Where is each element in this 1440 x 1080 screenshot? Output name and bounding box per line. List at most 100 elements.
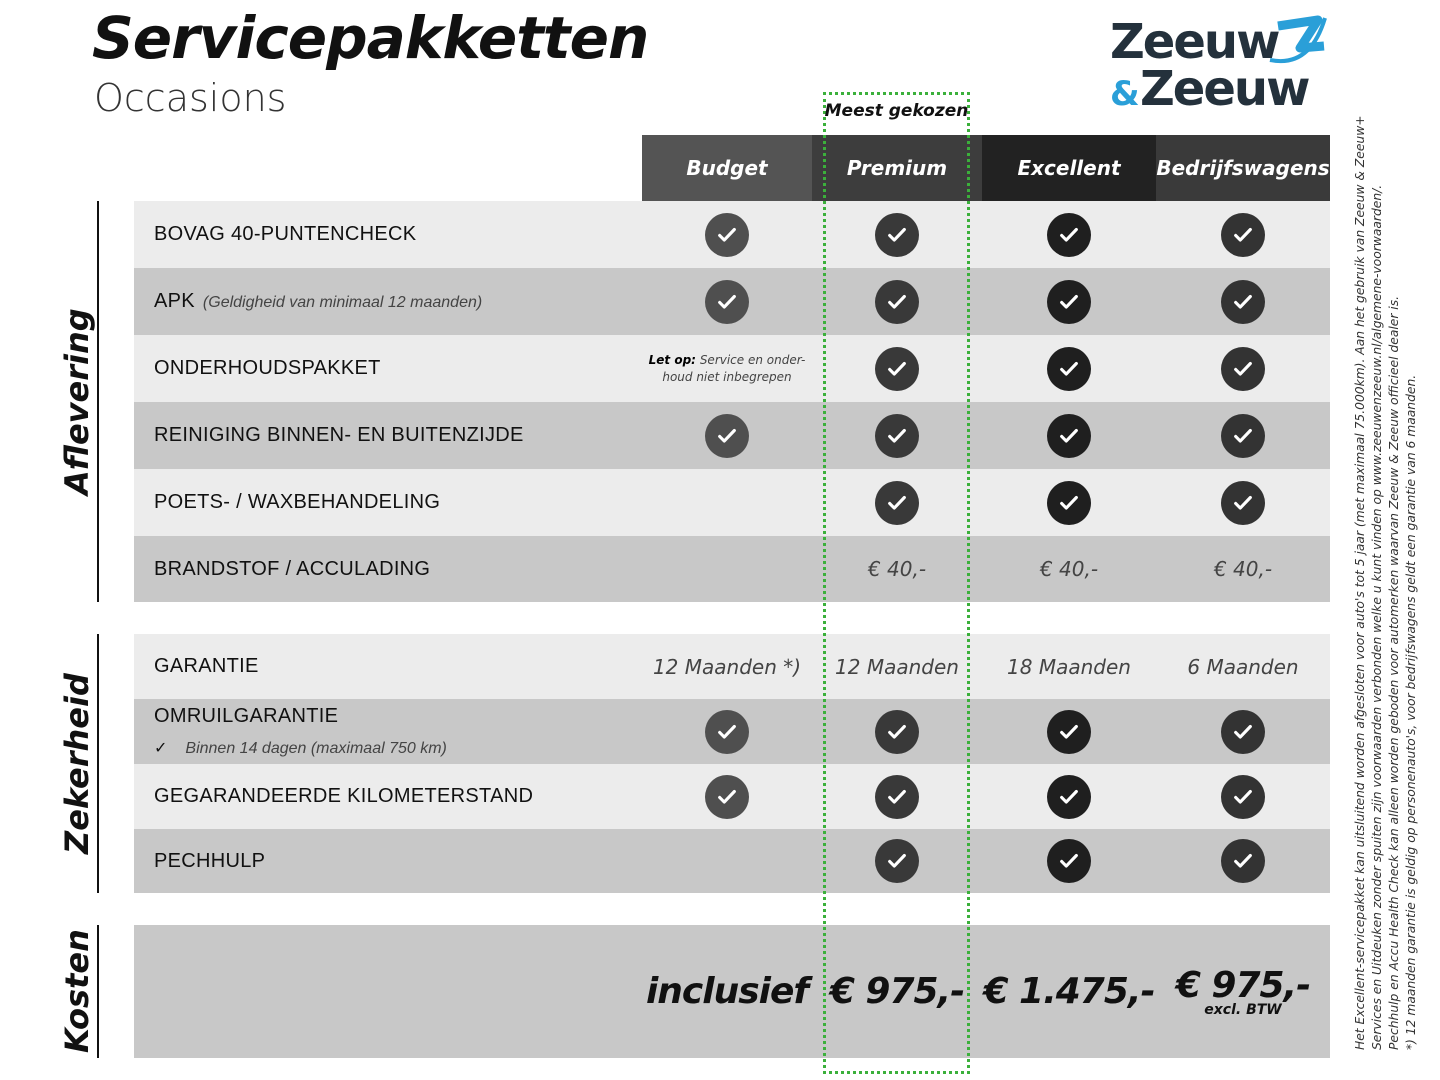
check-icon (875, 480, 919, 525)
cell-bedrijfswagens (1156, 268, 1330, 335)
cell-value: € 40,- (1039, 557, 1099, 581)
row-label-text: BRANDSTOF / ACCULADING (154, 557, 431, 580)
budget-note: Let op: Service en onder-houd niet inbeg… (642, 352, 812, 386)
cell-budget: Let op: Service en onder-houd niet inbeg… (642, 335, 812, 402)
check-icon (1047, 212, 1091, 257)
page-title: Servicepakketten (92, 4, 649, 72)
cell-budget (642, 268, 812, 335)
column-header-excellent: Excellent (982, 135, 1156, 201)
cell-budget (642, 402, 812, 469)
cell-budget (642, 699, 812, 764)
section-divider (97, 201, 99, 602)
cell-excellent (982, 201, 1156, 268)
row-label-text: OMRUILGARANTIE (154, 705, 339, 727)
price-bedrijfswagens: € 975,- excl. BTW (1156, 925, 1330, 1058)
cell-bedrijfswagens (1156, 469, 1330, 536)
cell-premium (812, 699, 982, 764)
check-icon (1047, 480, 1091, 525)
cell-value: € 40,- (1213, 557, 1273, 581)
check-icon (705, 413, 749, 458)
table-row: GARANTIE 12 Maanden *) 12 Maanden 18 Maande… (134, 634, 1330, 699)
row-label: BOVAG 40-PUNTENCHECK (134, 223, 642, 246)
check-icon (705, 774, 749, 819)
cell-bedrijfswagens (1156, 699, 1330, 764)
svg-text:Zeeuw: Zeeuw (1140, 61, 1309, 113)
cell-value: 12 Maanden (835, 654, 959, 679)
row-label: BRANDSTOF / ACCULADING (134, 558, 642, 581)
row-label-text: GEGARANDEERDE KILOMETERSTAND (154, 785, 534, 807)
cell-budget (642, 764, 812, 829)
cell-premium (812, 402, 982, 469)
row-label-text: BOVAG 40-PUNTENCHECK (154, 223, 417, 245)
check-icon (1047, 839, 1091, 883)
check-icon (875, 413, 919, 458)
check-icon (1047, 774, 1091, 819)
cell-premium: 12 Maanden (812, 634, 982, 699)
check-icon (1047, 279, 1091, 324)
cell-bedrijfswagens (1156, 829, 1330, 893)
price-budget: inclusief (645, 971, 809, 1012)
cell-bedrijfswagens: € 40,- (1156, 536, 1330, 602)
check-icon (1221, 839, 1265, 883)
cell-premium (812, 764, 982, 829)
price-premium: € 975,- (829, 971, 965, 1012)
row-note: (Geldigheid van minimaal 12 maanden) (202, 294, 483, 311)
cell-bedrijfswagens: 6 Maanden (1156, 634, 1330, 699)
cell-excellent (982, 335, 1156, 402)
check-icon (1221, 346, 1265, 391)
section-divider (97, 925, 99, 1058)
table-row: ONDERHOUDSPAKKET Let op: Service en onder… (134, 335, 1330, 402)
table-row: POETS- / WAXBEHANDELING (134, 469, 1330, 536)
footnotes: Het Excellent-servicepakket kan uitsluit… (1352, 115, 1420, 1050)
cell-excellent: 18 Maanden (982, 634, 1156, 699)
check-icon (1047, 346, 1091, 391)
check-icon (875, 279, 919, 324)
cell-value: € 40,- (867, 557, 927, 581)
cell-budget (642, 201, 812, 268)
price-excellent: € 1.475,- (983, 971, 1155, 1012)
page-subtitle: Occasions (94, 76, 287, 120)
footnote: Services en Uitdeuken zonder spuiten zij… (1370, 184, 1384, 1050)
table-row: PECHHULP (134, 829, 1330, 893)
row-label: REINIGING BINNEN- EN BUITENZIJDE (134, 424, 642, 447)
svg-text:Zeeuw: Zeeuw (1110, 14, 1279, 70)
cell-premium (812, 268, 982, 335)
cell-premium (812, 335, 982, 402)
cell-bedrijfswagens (1156, 335, 1330, 402)
cell-excellent (982, 469, 1156, 536)
check-icon (1047, 709, 1091, 754)
row-label: APK (Geldigheid van minimaal 12 maanden) (134, 290, 642, 313)
row-label-text: POETS- / WAXBEHANDELING (154, 491, 441, 513)
cell-budget (642, 829, 812, 893)
check-icon (875, 212, 919, 257)
cell-excellent (982, 402, 1156, 469)
check-icon (875, 839, 919, 883)
footnote: Het Excellent-servicepakket kan uitsluit… (1353, 115, 1367, 1050)
row-sub-text: Binnen 14 dagen (maximaal 750 km) (185, 740, 447, 757)
check-icon (1221, 212, 1265, 257)
cell-bedrijfswagens (1156, 402, 1330, 469)
table-row: BOVAG 40-PUNTENCHECK (134, 201, 1330, 268)
row-label-text: REINIGING BINNEN- EN BUITENZIJDE (154, 424, 524, 446)
row-label: ONDERHOUDSPAKKET (134, 357, 642, 380)
cell-premium (812, 469, 982, 536)
check-icon (1221, 709, 1265, 754)
price-value: € 975,- (1175, 965, 1311, 1006)
cell-premium: € 40,- (812, 536, 982, 602)
cell-excellent (982, 699, 1156, 764)
row-label-text: PECHHULP (154, 849, 266, 872)
check-icon (875, 346, 919, 391)
column-header-premium: Premium (812, 135, 982, 201)
cell-budget (642, 536, 812, 602)
check-icon (705, 709, 749, 754)
cell-value: 18 Maanden (1007, 654, 1131, 679)
section-label-aflevering: Aflevering (58, 308, 96, 495)
row-label: GARANTIE (134, 655, 642, 678)
check-icon (1221, 480, 1265, 525)
check-icon (1047, 413, 1091, 458)
cell-excellent (982, 268, 1156, 335)
check-icon (875, 774, 919, 819)
section-label-kosten: Kosten (58, 929, 96, 1054)
cell-excellent (982, 829, 1156, 893)
cell-bedrijfswagens (1156, 201, 1330, 268)
